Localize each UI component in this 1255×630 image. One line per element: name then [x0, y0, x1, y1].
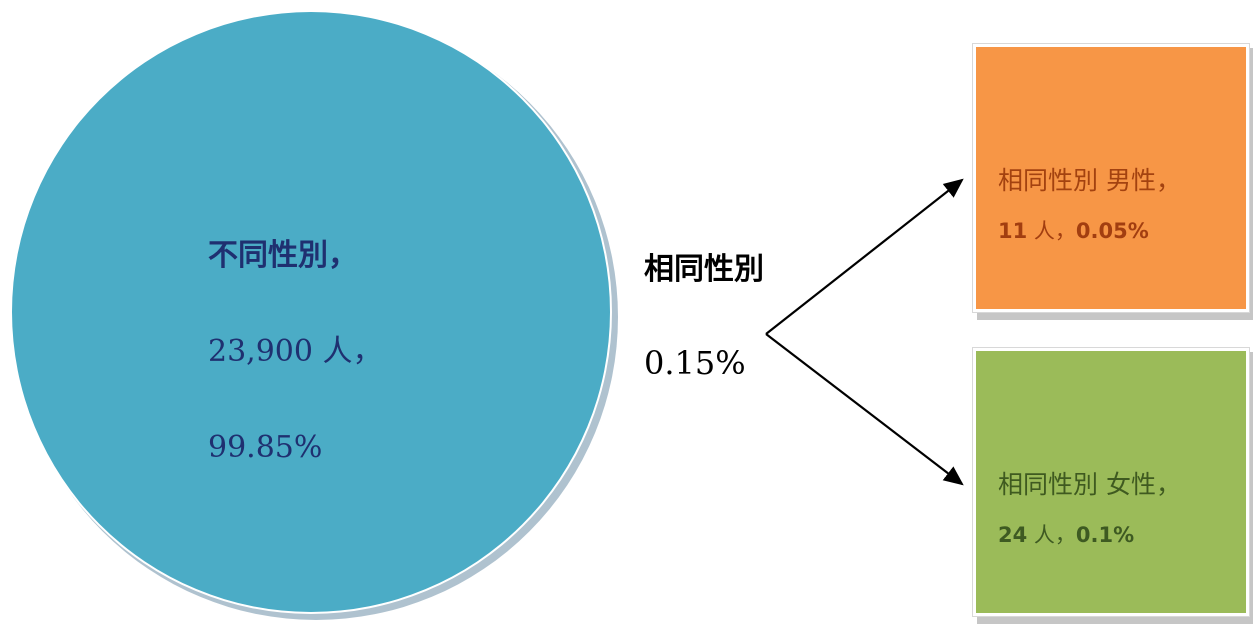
female-count: 24	[998, 523, 1028, 547]
same-gender-male-box: 相同性別 男性， 11 人，0.05%	[972, 43, 1250, 313]
arrow-to-male	[765, 178, 964, 335]
different-gender-circle	[10, 10, 612, 614]
female-unit: 人，	[1033, 523, 1076, 547]
same-gender-title: 相同性別	[644, 252, 764, 287]
same-gender-female-box: 相同性別 女性， 24 人，0.1%	[972, 347, 1250, 617]
male-box-stats: 11 人，0.05%	[998, 215, 1149, 245]
arrow-to-female	[765, 333, 964, 486]
female-percent: 0.1%	[1075, 523, 1135, 547]
male-count: 11	[998, 219, 1028, 243]
male-unit: 人，	[1033, 219, 1076, 243]
female-box-label: 相同性別 女性，	[998, 470, 1181, 499]
same-gender-percent: 0.15%	[644, 344, 746, 382]
male-percent: 0.05%	[1075, 219, 1149, 243]
circle-label-count: 23,900 人，	[208, 334, 383, 369]
circle-label-category: 不同性別，	[208, 238, 358, 273]
male-box-label: 相同性別 男性，	[998, 166, 1181, 195]
female-box-stats: 24 人，0.1%	[998, 519, 1134, 549]
circle-label-percent: 99.85%	[208, 430, 323, 465]
